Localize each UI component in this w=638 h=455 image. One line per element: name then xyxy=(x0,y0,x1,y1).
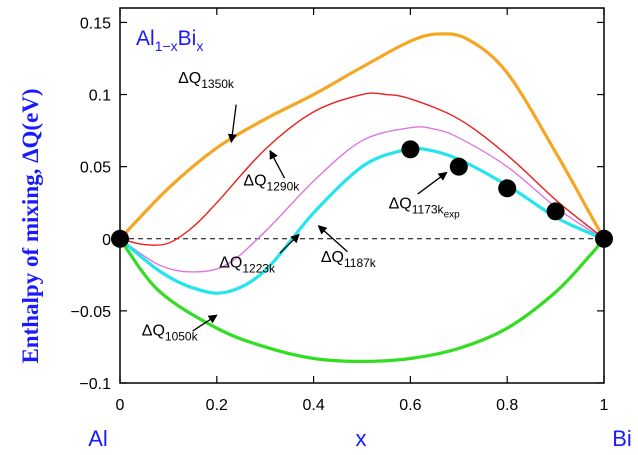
title-subscript-2: x xyxy=(196,38,203,54)
y-tick-label: 0.15 xyxy=(80,15,111,32)
series-line-q1350 xyxy=(118,32,606,241)
annotation-ann-1290: ΔQ1290k xyxy=(243,149,300,193)
y-axis-label: Enthalpy of mixing, ΔQ(eV) xyxy=(18,88,43,363)
x-tick-label: 0.8 xyxy=(496,397,518,414)
title-element-2: Bi xyxy=(178,27,197,50)
experimental-point xyxy=(449,157,468,176)
annotation-ann-1050: ΔQ1050k xyxy=(142,314,218,343)
x-axis-label: x xyxy=(356,426,367,451)
x-tick-label: 1 xyxy=(600,397,609,414)
x-tick-label: 0.2 xyxy=(206,397,228,414)
annotation-label: ΔQ1223k xyxy=(219,255,276,276)
title-element-1: Al xyxy=(136,27,155,50)
title-subscript-1: 1−x xyxy=(155,38,178,54)
annotations-layer: ΔQ1350k ΔQ1290k ΔQ1223k ΔQ1187k ΔQ1173kexp ΔQ… xyxy=(142,70,460,343)
y-axis-label-group: Enthalpy of mixing, ΔQ(eV) xyxy=(18,88,43,363)
ticks-layer: 0 0.2 0.4 0.6 0.8 1 −0.1 −0.05 0 0.05 0.1 0.15 xyxy=(71,8,609,414)
annotation-label: ΔQ1173kexp xyxy=(389,195,461,220)
plot-frame xyxy=(119,7,605,384)
annotation-label: ΔQ1350k xyxy=(178,70,235,91)
annotation-arrow xyxy=(269,149,286,179)
y-tick-label: 0 xyxy=(102,232,111,249)
series-line-q1223 xyxy=(119,126,605,273)
x-tick-label: 0.6 xyxy=(399,397,421,414)
experimental-point xyxy=(498,179,517,198)
y-tick-label: 0.1 xyxy=(89,88,111,105)
annotation-ann-1223: ΔQ1223k xyxy=(219,233,300,276)
y-tick-label: −0.05 xyxy=(71,304,112,321)
x-tick-label: 0.4 xyxy=(302,397,324,414)
series-line-q1050 xyxy=(118,237,606,363)
x-axis-right-end-label: Bi xyxy=(612,426,632,451)
y-tick-label: 0.05 xyxy=(80,160,111,177)
series-line-q1290 xyxy=(119,92,605,246)
annotation-label: ΔQ1290k xyxy=(243,172,300,193)
axes-layer xyxy=(119,7,605,384)
annotation-arrow xyxy=(227,104,237,144)
annotation-label: ΔQ1187k xyxy=(321,249,377,270)
y-tick-label: −0.1 xyxy=(79,376,111,393)
x-tick-label: 0 xyxy=(116,397,125,414)
annotation-arrow xyxy=(417,171,448,195)
annotation-ann-1187: ΔQ1187k xyxy=(317,225,377,270)
annotation-ann-1350: ΔQ1350k xyxy=(178,70,237,144)
chart-title: Al1−xBix xyxy=(136,27,203,54)
annotation-arrow xyxy=(279,233,300,254)
annotation-arrow xyxy=(317,225,348,253)
annotation-ann-1173: ΔQ1173kexp xyxy=(389,171,461,220)
annotation-label: ΔQ1050k xyxy=(142,322,199,343)
experimental-point xyxy=(401,140,420,159)
experimental-point xyxy=(546,202,565,221)
annotation-arrow xyxy=(192,314,218,332)
x-axis-left-end-label: Al xyxy=(88,426,108,451)
